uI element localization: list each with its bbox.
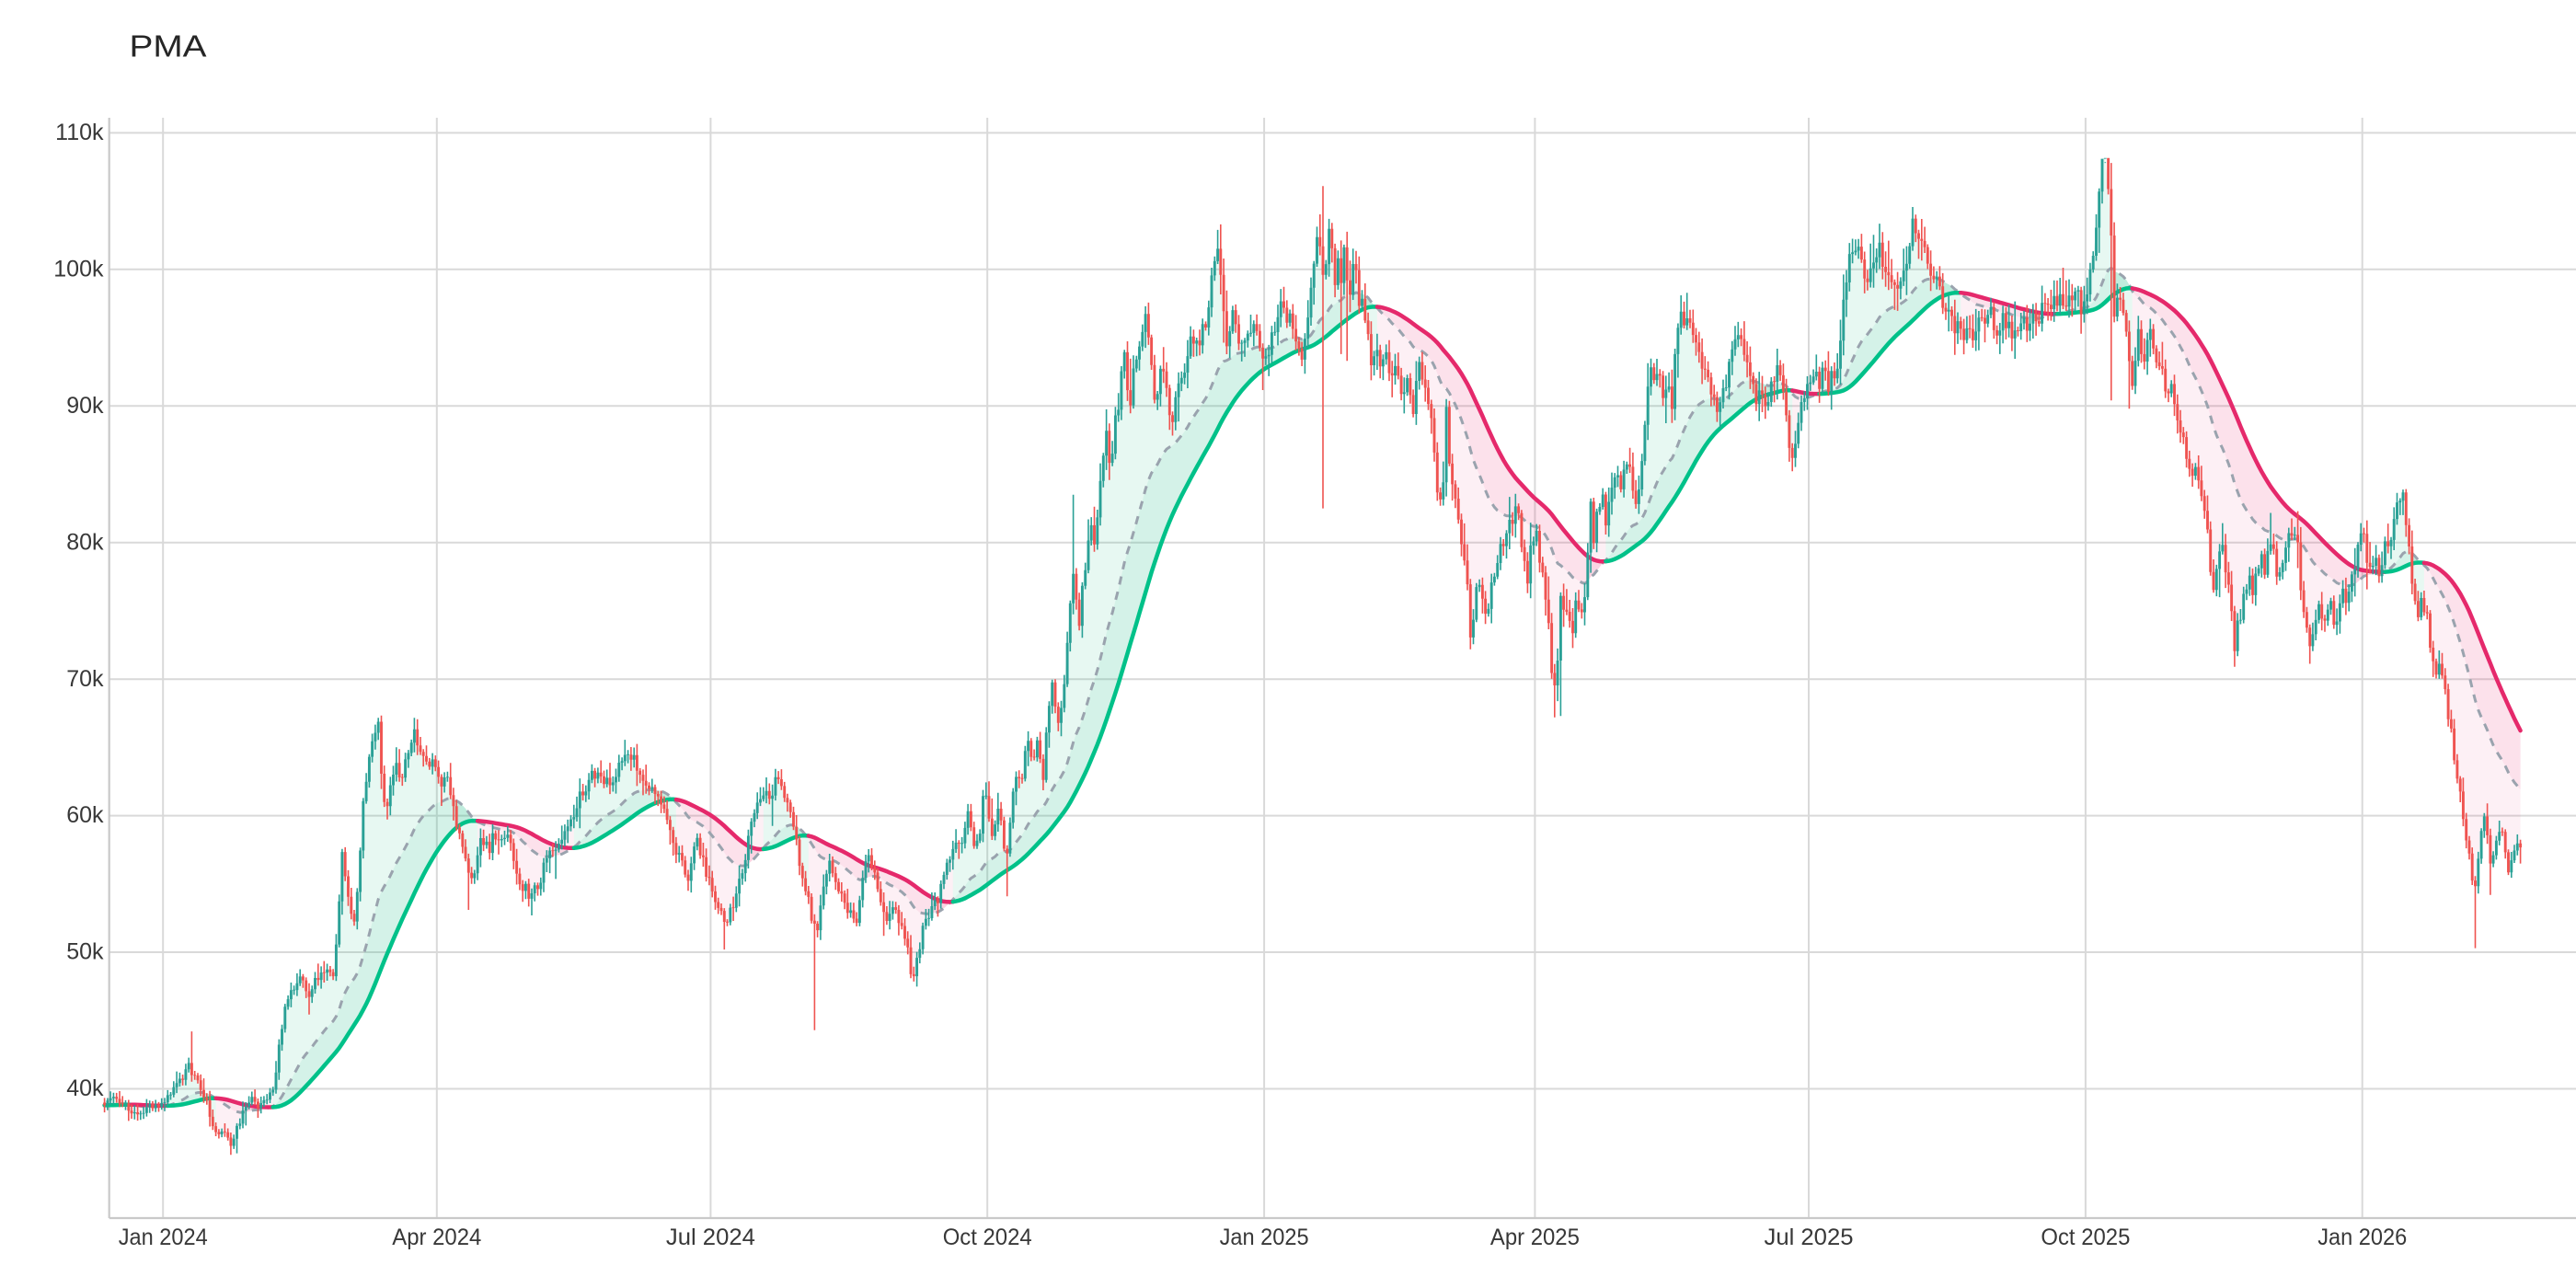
svg-text:Jan 2025: Jan 2025 [1220,1225,1309,1250]
svg-text:90k: 90k [66,393,104,419]
svg-text:Apr 2025: Apr 2025 [1490,1225,1580,1250]
svg-text:50k: 50k [66,939,104,965]
svg-text:PMA: PMA [130,29,207,63]
svg-text:110k: 110k [55,120,104,145]
svg-text:40k: 40k [66,1075,104,1101]
svg-text:Jul 2024: Jul 2024 [666,1225,755,1250]
svg-text:Oct 2025: Oct 2025 [2041,1225,2130,1250]
svg-text:Oct 2024: Oct 2024 [943,1225,1032,1250]
svg-text:80k: 80k [66,529,104,555]
svg-text:Apr 2024: Apr 2024 [392,1225,481,1250]
svg-text:70k: 70k [66,666,104,692]
svg-text:Jul 2025: Jul 2025 [1765,1225,1854,1250]
svg-text:Jan 2024: Jan 2024 [119,1225,208,1250]
svg-text:60k: 60k [66,802,104,828]
svg-text:100k: 100k [53,256,104,282]
svg-text:Jan 2026: Jan 2026 [2317,1225,2407,1250]
